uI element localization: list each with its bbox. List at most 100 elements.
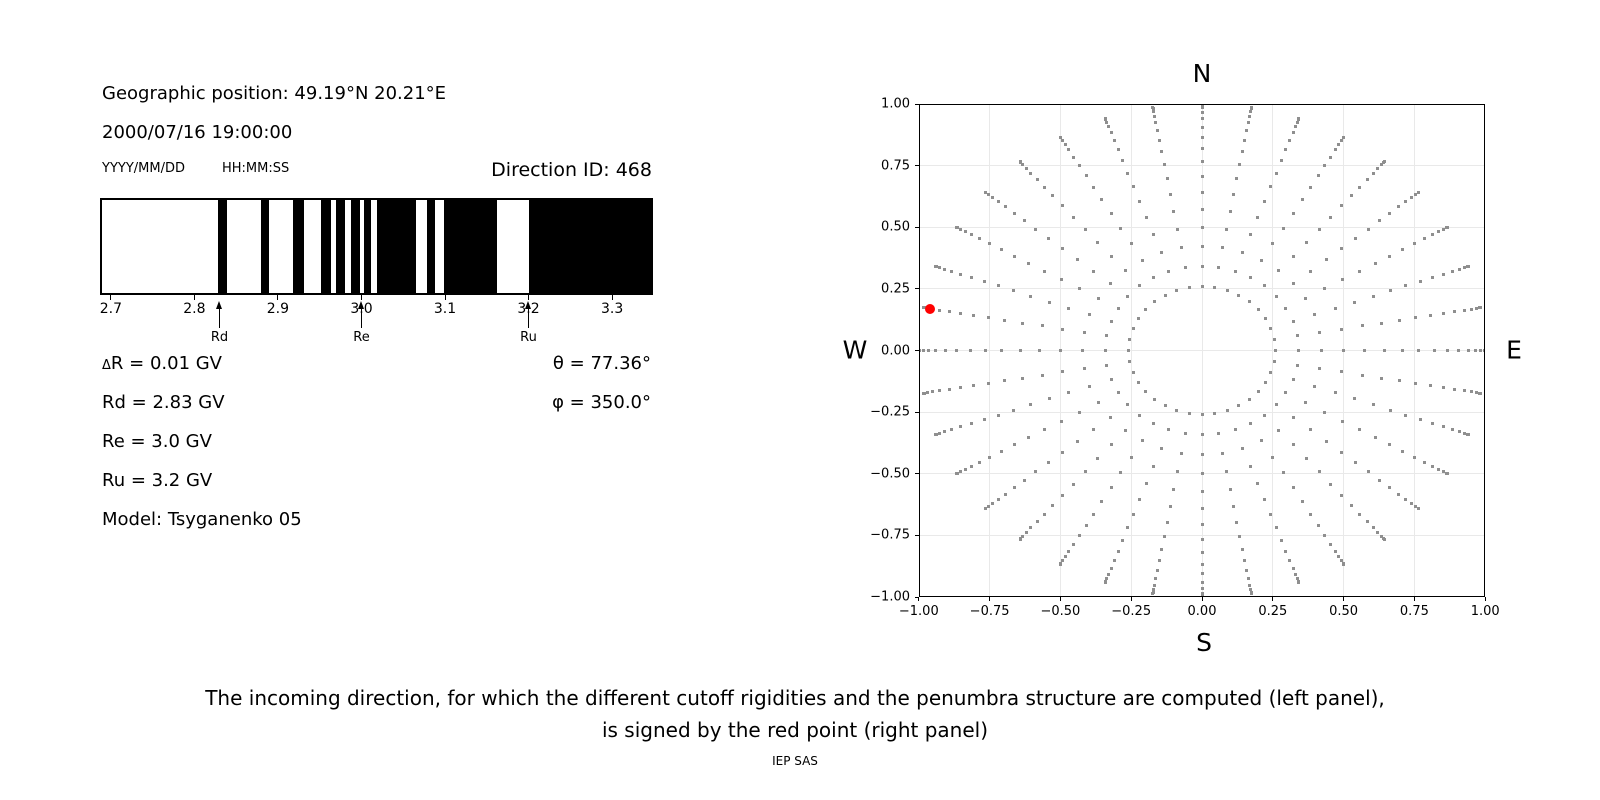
direction-dot (1160, 547, 1164, 551)
direction-dot (982, 279, 986, 283)
direction-dot (1116, 549, 1120, 553)
direction-dot (1200, 562, 1204, 566)
direction-dot (1232, 505, 1236, 508)
direction-dot (1269, 512, 1272, 516)
direction-dot (1397, 205, 1401, 209)
direction-dot (1021, 163, 1025, 166)
direction-dot (1168, 505, 1172, 508)
direction-dot (1241, 446, 1245, 450)
direction-dot (1012, 289, 1016, 293)
direction-dot (1116, 148, 1120, 152)
y-axis-tick-label: 0.25 (881, 281, 910, 297)
direction-dot (1376, 531, 1380, 535)
direction-dot (938, 308, 942, 312)
direction-dot (1238, 163, 1242, 166)
direction-dot (1462, 432, 1466, 435)
direction-dot (1414, 316, 1418, 320)
rigidity-tick-label: 2.7 (99, 301, 123, 317)
direction-dot (1061, 450, 1065, 454)
x-axis-tick (918, 597, 920, 601)
direction-dot (1103, 117, 1107, 121)
direction-dot (1096, 240, 1100, 244)
direction-dot (1105, 120, 1109, 124)
direction-dot (1333, 306, 1337, 310)
forbidden-band (444, 198, 497, 295)
direction-dot (938, 266, 942, 269)
direction-dot (1152, 276, 1156, 279)
direction-dot (1042, 185, 1046, 189)
direction-dot (1238, 535, 1242, 538)
direction-dot (1200, 225, 1204, 229)
direction-dot (1323, 410, 1327, 414)
direction-dot (1061, 204, 1065, 208)
direction-dot (1072, 542, 1076, 546)
direction-dot (1323, 533, 1327, 537)
direction-dot (1457, 430, 1461, 434)
direction-dot (1119, 226, 1123, 230)
direction-dot (983, 349, 987, 352)
rigidity-tick-label: 2.8 (183, 301, 206, 317)
direction-dot (1324, 258, 1328, 262)
direction-dot (1450, 269, 1454, 273)
direction-dot (1109, 443, 1113, 447)
direction-dot (1157, 138, 1161, 142)
direction-dot (1233, 269, 1237, 273)
direction-dot (1121, 538, 1125, 542)
y-axis-tick (915, 534, 919, 536)
direction-dot (1297, 580, 1301, 584)
direction-dot (1417, 349, 1421, 352)
direction-dot (1140, 439, 1144, 443)
direction-plot: N S W E −1.00 −0.75 −0.50 −0.25 0.00 0.25 0.50… (843, 59, 1522, 657)
y-axis-tick (915, 226, 919, 228)
direction-dot (1200, 433, 1204, 437)
cutoff-arrow-stem (527, 308, 530, 328)
direction-dot (1153, 300, 1157, 304)
direction-dot (959, 311, 962, 315)
direction-dot (1328, 155, 1332, 159)
direction-dot (1329, 215, 1333, 219)
direction-dot (1200, 285, 1204, 289)
direction-dot (959, 272, 963, 276)
direction-dot (1304, 401, 1308, 405)
direction-dot (1140, 258, 1144, 262)
direction-dot (1262, 497, 1266, 501)
direction-dot (1249, 106, 1253, 110)
direction-dot (1269, 327, 1273, 331)
direction-dot (1379, 163, 1383, 166)
direction-dot (1462, 266, 1466, 269)
direction-dot (1000, 349, 1004, 352)
direction-dot (1132, 185, 1135, 189)
direction-dot (1129, 242, 1133, 246)
direction-dot (1183, 266, 1187, 269)
direction-dot (1175, 289, 1179, 292)
direction-dot (1003, 318, 1007, 322)
direction-dot (1225, 409, 1229, 412)
delta-r-value: R = 0.01 GV (110, 353, 222, 374)
direction-dot (1077, 164, 1081, 168)
direction-dot (963, 229, 967, 233)
direction-dot (1012, 254, 1016, 258)
direction-dot (1453, 310, 1457, 314)
direction-dot (1281, 226, 1285, 230)
direction-dot (1240, 150, 1244, 154)
direction-dot (1256, 216, 1260, 220)
direction-dot (983, 190, 987, 194)
direction-dot (1400, 349, 1404, 352)
rigidity-tick (193, 295, 195, 300)
direction-dot (1431, 464, 1434, 468)
x-axis-tick-label: 0.50 (1329, 604, 1359, 619)
forbidden-band (528, 198, 653, 295)
credit-label: IEP SAS (772, 754, 818, 768)
direction-dot (1200, 490, 1204, 494)
direction-dot (1466, 433, 1470, 437)
direction-dot (1475, 306, 1479, 310)
direction-dot (1388, 443, 1392, 447)
direction-dot (1232, 193, 1236, 196)
rd-label: Rd = 2.83 GV (102, 392, 225, 413)
direction-dot (1165, 520, 1169, 524)
forbidden-band (335, 198, 345, 295)
direction-dot (1429, 313, 1432, 317)
direction-dot (1323, 164, 1327, 168)
rigidity-tick (277, 295, 279, 300)
direction-dot (1291, 131, 1295, 135)
